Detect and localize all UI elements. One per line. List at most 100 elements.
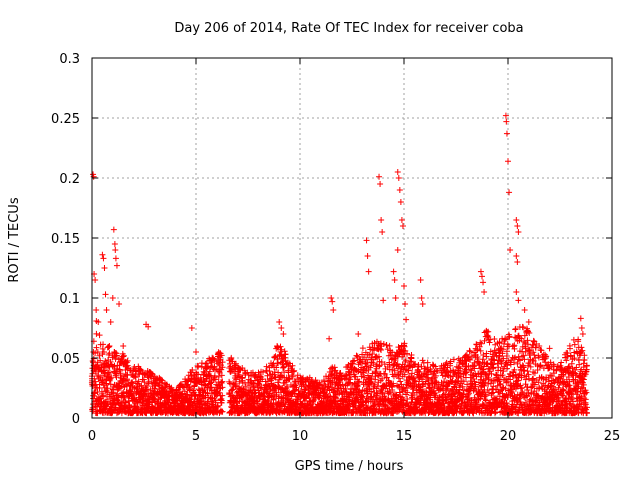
data-point xyxy=(457,365,464,372)
data-point xyxy=(218,352,225,359)
data-point xyxy=(365,268,372,275)
data-point xyxy=(239,364,246,371)
data-point xyxy=(143,386,150,393)
y-tick-label: 0.2 xyxy=(59,172,80,187)
data-point xyxy=(382,371,389,378)
data-point xyxy=(188,325,195,331)
data-point xyxy=(466,347,473,354)
data-point xyxy=(372,376,379,383)
data-point xyxy=(485,376,492,383)
data-point xyxy=(395,383,402,390)
data-point xyxy=(543,374,550,381)
data-point xyxy=(96,332,103,339)
data-point xyxy=(397,370,404,377)
data-point xyxy=(403,316,410,323)
data-point xyxy=(364,390,371,397)
data-point xyxy=(395,175,402,181)
data-point xyxy=(499,350,506,357)
data-point xyxy=(580,360,587,367)
data-point xyxy=(404,379,411,386)
data-point xyxy=(101,372,108,379)
data-point xyxy=(232,360,239,367)
data-point xyxy=(511,366,518,373)
y-tick-label: 0.1 xyxy=(59,292,80,307)
data-point xyxy=(444,385,451,392)
data-point xyxy=(284,383,291,390)
x-tick-label: 15 xyxy=(396,429,413,444)
data-point xyxy=(531,352,538,359)
data-point xyxy=(496,378,503,385)
data-point xyxy=(402,357,409,364)
data-point xyxy=(577,315,584,322)
data-point xyxy=(579,331,586,337)
data-point xyxy=(464,381,471,388)
data-point xyxy=(507,247,514,253)
data-point xyxy=(560,392,567,399)
data-point xyxy=(102,357,109,364)
data-point xyxy=(534,392,541,399)
data-point xyxy=(96,352,103,359)
data-point xyxy=(408,399,415,406)
data-point xyxy=(566,382,573,389)
data-point xyxy=(92,277,99,283)
data-point xyxy=(538,347,545,354)
data-point xyxy=(173,397,180,404)
data-point xyxy=(107,375,114,382)
data-point xyxy=(477,376,484,383)
y-tick-label: 0.15 xyxy=(51,232,80,247)
data-point xyxy=(584,410,591,417)
data-point xyxy=(101,265,108,271)
data-point xyxy=(93,330,100,337)
data-point xyxy=(555,394,562,401)
data-point xyxy=(512,404,519,411)
data-point xyxy=(581,356,588,363)
data-point xyxy=(113,262,120,269)
data-point xyxy=(354,383,361,390)
data-point xyxy=(391,277,398,283)
data-point xyxy=(337,369,344,376)
data-point xyxy=(252,389,259,396)
data-point xyxy=(256,381,263,388)
data-point xyxy=(507,376,514,383)
data-point xyxy=(532,344,539,351)
data-point xyxy=(524,393,531,400)
data-point xyxy=(289,373,296,380)
data-point xyxy=(578,348,585,355)
data-point xyxy=(219,384,226,391)
data-point xyxy=(206,368,213,375)
data-point xyxy=(571,341,578,348)
data-point xyxy=(397,400,404,407)
data-point xyxy=(408,370,415,377)
data-point xyxy=(518,335,525,342)
data-point xyxy=(158,376,165,383)
data-point xyxy=(515,410,522,417)
data-point xyxy=(571,355,578,362)
data-point xyxy=(497,381,504,388)
data-point xyxy=(380,340,387,347)
data-point xyxy=(283,385,290,392)
data-point xyxy=(152,403,159,410)
data-point xyxy=(463,351,470,358)
data-point xyxy=(511,359,518,366)
data-point xyxy=(527,363,534,370)
data-point xyxy=(132,374,139,381)
data-point xyxy=(92,378,99,385)
data-point xyxy=(404,396,411,403)
data-point xyxy=(378,387,385,394)
data-point xyxy=(479,273,485,280)
data-point xyxy=(427,396,434,403)
data-point xyxy=(289,362,296,369)
data-point xyxy=(293,384,300,391)
data-point xyxy=(386,342,393,349)
data-point xyxy=(478,340,485,347)
data-point xyxy=(96,385,103,392)
data-point xyxy=(503,118,510,125)
data-point xyxy=(419,301,426,307)
data-point xyxy=(103,403,110,410)
data-point xyxy=(117,370,124,377)
data-point xyxy=(442,361,449,368)
data-point xyxy=(477,339,484,346)
data-point xyxy=(399,223,406,229)
